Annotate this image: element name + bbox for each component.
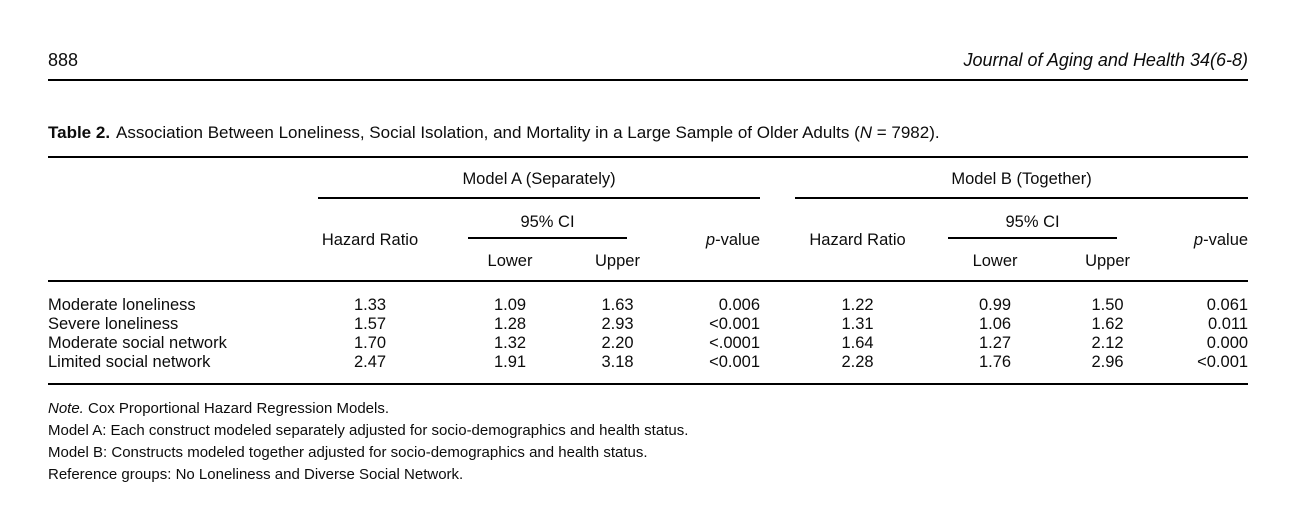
blank-cell bbox=[48, 156, 300, 199]
cell-p-a: <0.001 bbox=[655, 353, 761, 385]
cell-upper-a: 2.20 bbox=[601, 334, 634, 352]
cell-hr-a: 1.57 bbox=[353, 315, 387, 333]
cell-p-b: <0.001 bbox=[1145, 353, 1249, 385]
table-row: Moderate loneliness 1.33 1.09 1.63 0.006… bbox=[48, 280, 1249, 315]
lower-upper-header-row: Lower Upper Lower Upper bbox=[48, 239, 1248, 281]
note-line-general: Note. Cox Proportional Hazard Regression… bbox=[48, 398, 1248, 420]
note-text: Cox Proportional Hazard Regression Model… bbox=[88, 400, 390, 417]
cell-p-a: 0.006 bbox=[655, 280, 761, 315]
col-header-upper-a: Upper bbox=[595, 252, 640, 270]
row-label: Moderate loneliness bbox=[48, 280, 300, 315]
gap-cell bbox=[760, 315, 795, 334]
results-table: Model A (Separately) Model B (Together) … bbox=[48, 156, 1249, 385]
model-a-spanner-cell: Model A (Separately) bbox=[300, 156, 761, 199]
cell-upper-b: 1.50 bbox=[1070, 280, 1146, 315]
cell-lower-b: 1.76 bbox=[920, 353, 1071, 385]
gap-cell bbox=[760, 280, 796, 315]
table-caption-tail: = 7982). bbox=[872, 123, 940, 142]
paper-page: 888 Journal of Aging and Health 34(6-8) … bbox=[48, 0, 1249, 486]
col-header-upper-b: Upper bbox=[1085, 252, 1131, 270]
cell-hr-b: 2.28 bbox=[795, 353, 921, 385]
cell-p-a: <0.001 bbox=[709, 315, 761, 333]
col-header-hazard-ratio-b: Hazard Ratio bbox=[809, 230, 906, 249]
cell-lower-b: 1.06 bbox=[978, 315, 1012, 333]
cell-upper-b: 2.96 bbox=[1070, 353, 1146, 385]
model-b-group-header: Model B (Together) bbox=[795, 158, 1249, 199]
cell-hr-b: 1.31 bbox=[841, 315, 874, 333]
table-caption-label: Table 2. bbox=[48, 123, 111, 142]
cell-hr-a: 1.70 bbox=[353, 334, 387, 352]
cell-hr-b: 1.22 bbox=[795, 280, 921, 315]
blank-cell bbox=[48, 199, 300, 281]
cell-p-b: 0.011 bbox=[1207, 315, 1249, 333]
cell-upper-b: 2.12 bbox=[1091, 334, 1124, 352]
col-header-lower-a: Lower bbox=[487, 252, 533, 270]
gap-cell bbox=[760, 199, 795, 281]
ci-header-row: Hazard Ratio 95% CI p-value Hazard Ratio… bbox=[48, 199, 1248, 249]
cell-upper-a: 2.93 bbox=[601, 315, 634, 333]
model-b-spanner-cell: Model B (Together) bbox=[795, 156, 1249, 199]
table-row: Limited social network 2.47 1.91 3.18 <0… bbox=[48, 353, 1249, 385]
table-row: Moderate social network 1.70 1.32 2.20 <… bbox=[48, 334, 1248, 353]
model-a-group-header: Model A (Separately) bbox=[318, 158, 761, 199]
cell-upper-b: 1.62 bbox=[1091, 315, 1124, 333]
note-label: Note. bbox=[48, 400, 84, 417]
ci-spanner-b: 95% CI bbox=[920, 199, 1145, 239]
journal-title: Journal of Aging and Health 34(6-8) bbox=[963, 50, 1248, 70]
gap-cell bbox=[760, 353, 796, 385]
row-label: Moderate social network bbox=[48, 334, 227, 352]
col-header-p-value-a: p-value bbox=[705, 230, 761, 249]
cell-hr-a: 2.47 bbox=[300, 353, 440, 385]
col-header-hazard-ratio-a: Hazard Ratio bbox=[321, 230, 419, 249]
cell-hr-a: 1.33 bbox=[300, 280, 440, 315]
cell-hr-b: 1.64 bbox=[841, 334, 874, 352]
cell-upper-a: 1.63 bbox=[580, 280, 655, 315]
table-row: Severe loneliness 1.57 1.28 2.93 <0.001 … bbox=[48, 315, 1248, 334]
table-caption-text: Association Between Loneliness, Social I… bbox=[116, 123, 860, 142]
cell-p-b: 0.000 bbox=[1206, 334, 1249, 352]
ci-spanner-a: 95% CI bbox=[440, 199, 655, 239]
cell-p-a: <.0001 bbox=[709, 334, 761, 352]
cell-lower-b: 0.99 bbox=[920, 280, 1071, 315]
note-line-reference-groups: Reference groups: No Loneliness and Dive… bbox=[48, 466, 464, 483]
cell-upper-a: 3.18 bbox=[580, 353, 655, 385]
cell-p-b: 0.061 bbox=[1145, 280, 1249, 315]
cell-lower-a: 1.91 bbox=[440, 353, 580, 385]
cell-lower-a: 1.32 bbox=[493, 334, 527, 352]
row-label: Limited social network bbox=[48, 353, 300, 385]
row-label: Severe loneliness bbox=[48, 315, 179, 333]
table-caption-n-italic: N bbox=[859, 123, 873, 142]
gap-cell bbox=[760, 334, 795, 353]
note-line-model-b: Model B: Constructs modeled together adj… bbox=[48, 444, 648, 461]
col-header-lower-b: Lower bbox=[972, 252, 1018, 270]
col-header-p-value-b: p-value bbox=[1193, 230, 1249, 249]
gap-cell bbox=[760, 156, 796, 199]
table-caption: Table 2. Association Between Loneliness, … bbox=[48, 123, 1248, 143]
ci-header-a: 95% CI bbox=[468, 199, 627, 239]
cell-lower-b: 1.27 bbox=[978, 334, 1012, 352]
cell-lower-a: 1.28 bbox=[493, 315, 527, 333]
page-number: 888 bbox=[48, 50, 79, 70]
model-spanner-row: Model A (Separately) Model B (Together) bbox=[48, 156, 1249, 199]
cell-lower-a: 1.09 bbox=[440, 280, 580, 315]
running-head: 888 Journal of Aging and Health 34(6-8) bbox=[48, 0, 1248, 81]
table-notes: Note. Cox Proportional Hazard Regression… bbox=[48, 398, 1248, 486]
note-line-model-a: Model A: Each construct modeled separate… bbox=[48, 422, 689, 439]
ci-header-b: 95% CI bbox=[948, 199, 1118, 239]
